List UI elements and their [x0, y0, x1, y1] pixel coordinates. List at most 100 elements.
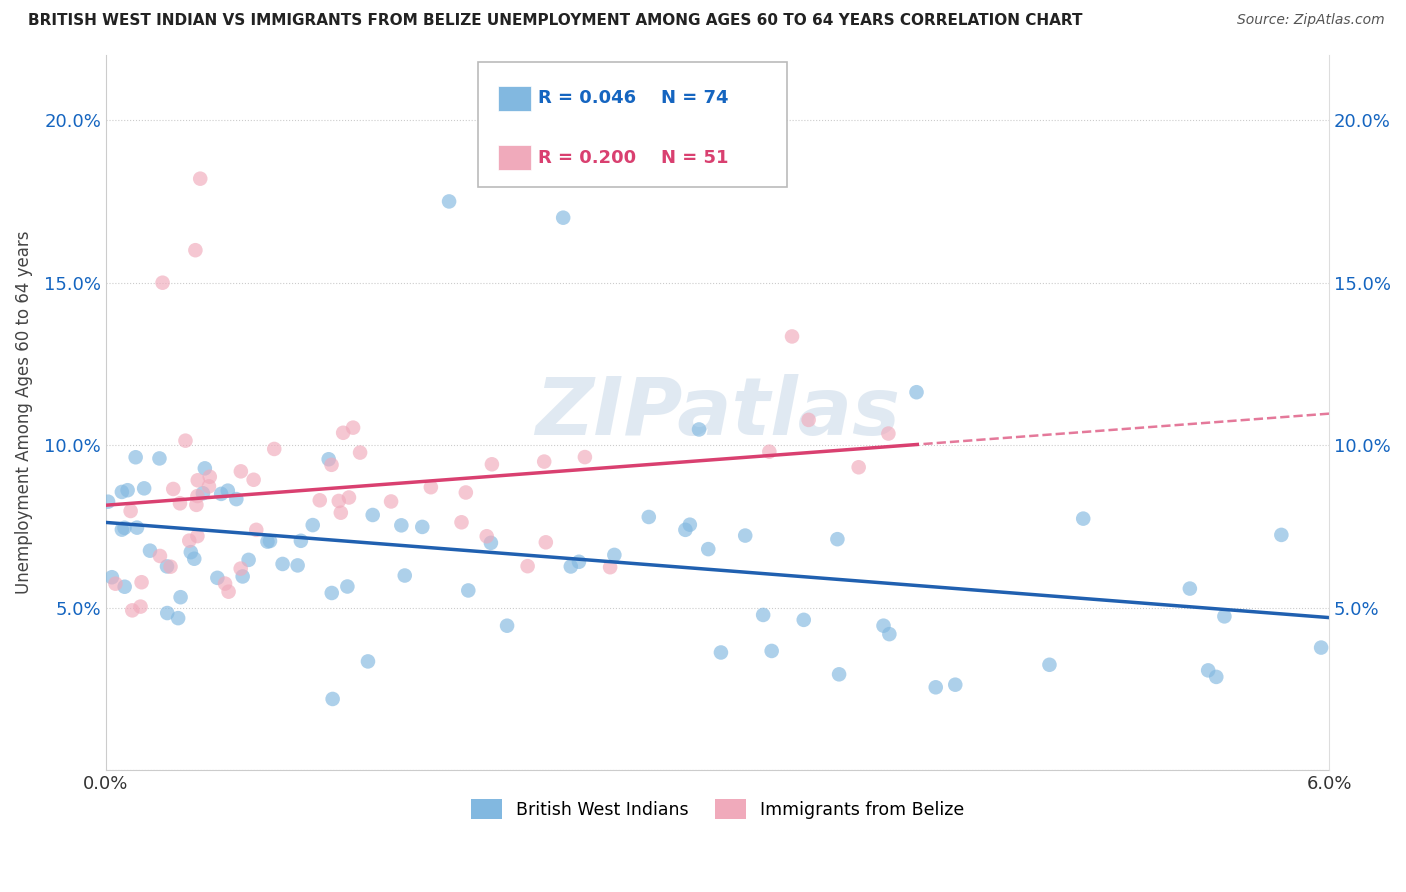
- Point: [457, 583, 479, 598]
- Point: [101, 570, 124, 584]
- Point: [337, 491, 360, 505]
- Point: [1071, 511, 1094, 525]
- Point: [159, 559, 181, 574]
- Point: [389, 518, 412, 533]
- Point: [263, 442, 285, 456]
- Point: [905, 385, 928, 400]
- Point: [943, 678, 966, 692]
- Point: [169, 591, 191, 605]
- Point: [152, 276, 174, 290]
- Point: [1270, 528, 1292, 542]
- Point: [419, 480, 441, 494]
- Point: [450, 516, 472, 530]
- Point: [688, 422, 710, 436]
- Legend: British West Indians, Immigrants from Belize: British West Indians, Immigrants from Be…: [464, 792, 972, 826]
- Point: [148, 451, 170, 466]
- Point: [111, 523, 134, 537]
- Point: [479, 536, 502, 550]
- Point: [114, 580, 136, 594]
- Point: [877, 426, 900, 441]
- Point: [752, 607, 775, 622]
- Point: [318, 452, 340, 467]
- Point: [242, 473, 264, 487]
- Point: [437, 194, 460, 209]
- Point: [321, 586, 343, 600]
- Point: [198, 479, 221, 493]
- Point: [183, 551, 205, 566]
- Point: [117, 483, 139, 498]
- Point: [209, 487, 232, 501]
- Point: [198, 470, 221, 484]
- Point: [229, 561, 252, 575]
- Point: [553, 211, 575, 225]
- Point: [217, 483, 239, 498]
- Point: [186, 489, 208, 503]
- Point: [1310, 640, 1333, 655]
- Point: [761, 644, 783, 658]
- Point: [229, 464, 252, 478]
- Point: [357, 654, 380, 668]
- Point: [329, 506, 352, 520]
- Point: [828, 667, 851, 681]
- Point: [156, 559, 179, 574]
- Point: [134, 481, 156, 495]
- Point: [925, 681, 948, 695]
- Point: [780, 329, 803, 343]
- Point: [342, 420, 364, 434]
- Point: [797, 413, 820, 427]
- Point: [167, 611, 190, 625]
- Point: [256, 534, 278, 549]
- Point: [361, 508, 384, 522]
- Point: [328, 494, 350, 508]
- Point: [111, 485, 134, 500]
- Point: [697, 542, 720, 557]
- Point: [214, 576, 236, 591]
- Text: BRITISH WEST INDIAN VS IMMIGRANTS FROM BELIZE UNEMPLOYMENT AMONG AGES 60 TO 64 Y: BRITISH WEST INDIAN VS IMMIGRANTS FROM B…: [28, 13, 1083, 29]
- Text: N = 74: N = 74: [661, 89, 728, 107]
- Point: [149, 549, 172, 563]
- Point: [191, 486, 214, 500]
- Point: [673, 523, 696, 537]
- Point: [481, 457, 503, 471]
- Point: [131, 575, 153, 590]
- Point: [454, 485, 477, 500]
- Point: [879, 627, 901, 641]
- Point: [97, 494, 120, 508]
- Point: [179, 533, 201, 548]
- Point: [599, 560, 621, 574]
- Point: [114, 521, 136, 535]
- Point: [679, 517, 702, 532]
- Point: [1205, 670, 1227, 684]
- Text: ZIPatlas: ZIPatlas: [536, 374, 900, 451]
- Point: [496, 618, 519, 632]
- Point: [187, 473, 209, 487]
- Point: [568, 555, 591, 569]
- Point: [827, 532, 849, 546]
- Point: [1197, 664, 1219, 678]
- Point: [1178, 582, 1201, 596]
- Point: [710, 645, 733, 659]
- Point: [332, 425, 354, 440]
- Point: [308, 493, 330, 508]
- Point: [848, 460, 870, 475]
- Point: [124, 450, 146, 465]
- Point: [180, 545, 202, 559]
- Point: [139, 543, 162, 558]
- Point: [156, 606, 179, 620]
- Point: [349, 445, 371, 459]
- Point: [758, 444, 780, 458]
- Point: [533, 454, 555, 468]
- Point: [271, 557, 294, 571]
- Text: Source: ZipAtlas.com: Source: ZipAtlas.com: [1237, 13, 1385, 28]
- Text: N = 51: N = 51: [661, 149, 728, 167]
- Point: [207, 571, 229, 585]
- Point: [245, 523, 267, 537]
- Point: [129, 599, 152, 614]
- Point: [218, 584, 240, 599]
- Point: [225, 492, 247, 507]
- Point: [287, 558, 309, 573]
- Point: [322, 692, 344, 706]
- Text: R = 0.046: R = 0.046: [538, 89, 637, 107]
- Point: [321, 458, 343, 472]
- Point: [184, 243, 207, 257]
